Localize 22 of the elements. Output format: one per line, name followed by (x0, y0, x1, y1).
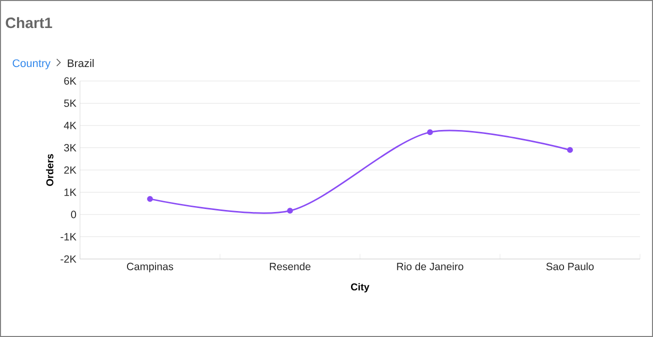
y-tick-label: -2K (60, 255, 76, 263)
x-axis-title: City (351, 283, 370, 292)
text: Country (12, 59, 51, 70)
y-tick-label: 3K (64, 144, 76, 152)
point (427, 129, 433, 136)
y-tick-label: 4K (64, 122, 76, 130)
point (287, 208, 293, 214)
y-tick-label: 5K (64, 100, 76, 107)
chart-title: Chart1 (6, 17, 52, 28)
x-tick-label: Rio de Janeiro (397, 262, 464, 270)
y-tick-label: 6K (64, 77, 76, 85)
point (147, 196, 153, 202)
x-tick-label: Campinas (126, 262, 174, 272)
y-tick-label: 1K (64, 188, 76, 196)
y-axis-title: Orders (46, 154, 54, 186)
y-tick-label: 0 (71, 210, 76, 218)
text: Brazil (68, 59, 94, 68)
x-tick-label: Resende (270, 262, 310, 270)
x-tick-label: Sao Paulo (546, 262, 594, 270)
y-tick-label: -1K (60, 233, 76, 240)
y-tick-label: 2K (64, 166, 76, 174)
point (567, 147, 573, 153)
